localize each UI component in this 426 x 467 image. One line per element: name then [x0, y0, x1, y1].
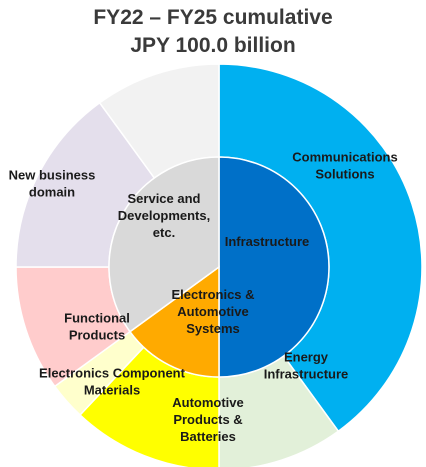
inner-label-infrastructure: Infrastructure	[225, 234, 310, 249]
outer-label-new-business-domain: New business domain	[9, 168, 96, 200]
chart-title-line-1: FY22 – FY25 cumulative	[93, 6, 333, 29]
inner-label-service-and-developments-etc: Service and Developments, etc.	[118, 191, 210, 240]
inner-segment-service-and-developments-etc	[108, 156, 220, 333]
inner-label-electronics-and-automotive-systems: Electronics & Automotive Systems	[171, 287, 254, 336]
outer-label-functional-products: Functional Products	[64, 311, 130, 343]
outer-label-electronics-component-materials: Electronics Component Materials	[39, 366, 186, 398]
outer-label-communications-solutions: Communications Solutions	[292, 150, 397, 182]
chart-labels: Communications Solutions Energy Infrastruct…	[9, 150, 398, 445]
outer-label-automotive-products-and-batteries: Automotive Products & Batteries	[172, 395, 244, 444]
outer-label-energy-infrastructure: Energy Infrastructure	[264, 350, 349, 382]
inner-segment-electronics-and-automotive-systems	[128, 265, 220, 378]
inner-segment-infrastructure	[218, 156, 330, 378]
inner-ring	[108, 156, 330, 378]
chart-title-line-2: JPY 100.0 billion	[130, 34, 296, 57]
